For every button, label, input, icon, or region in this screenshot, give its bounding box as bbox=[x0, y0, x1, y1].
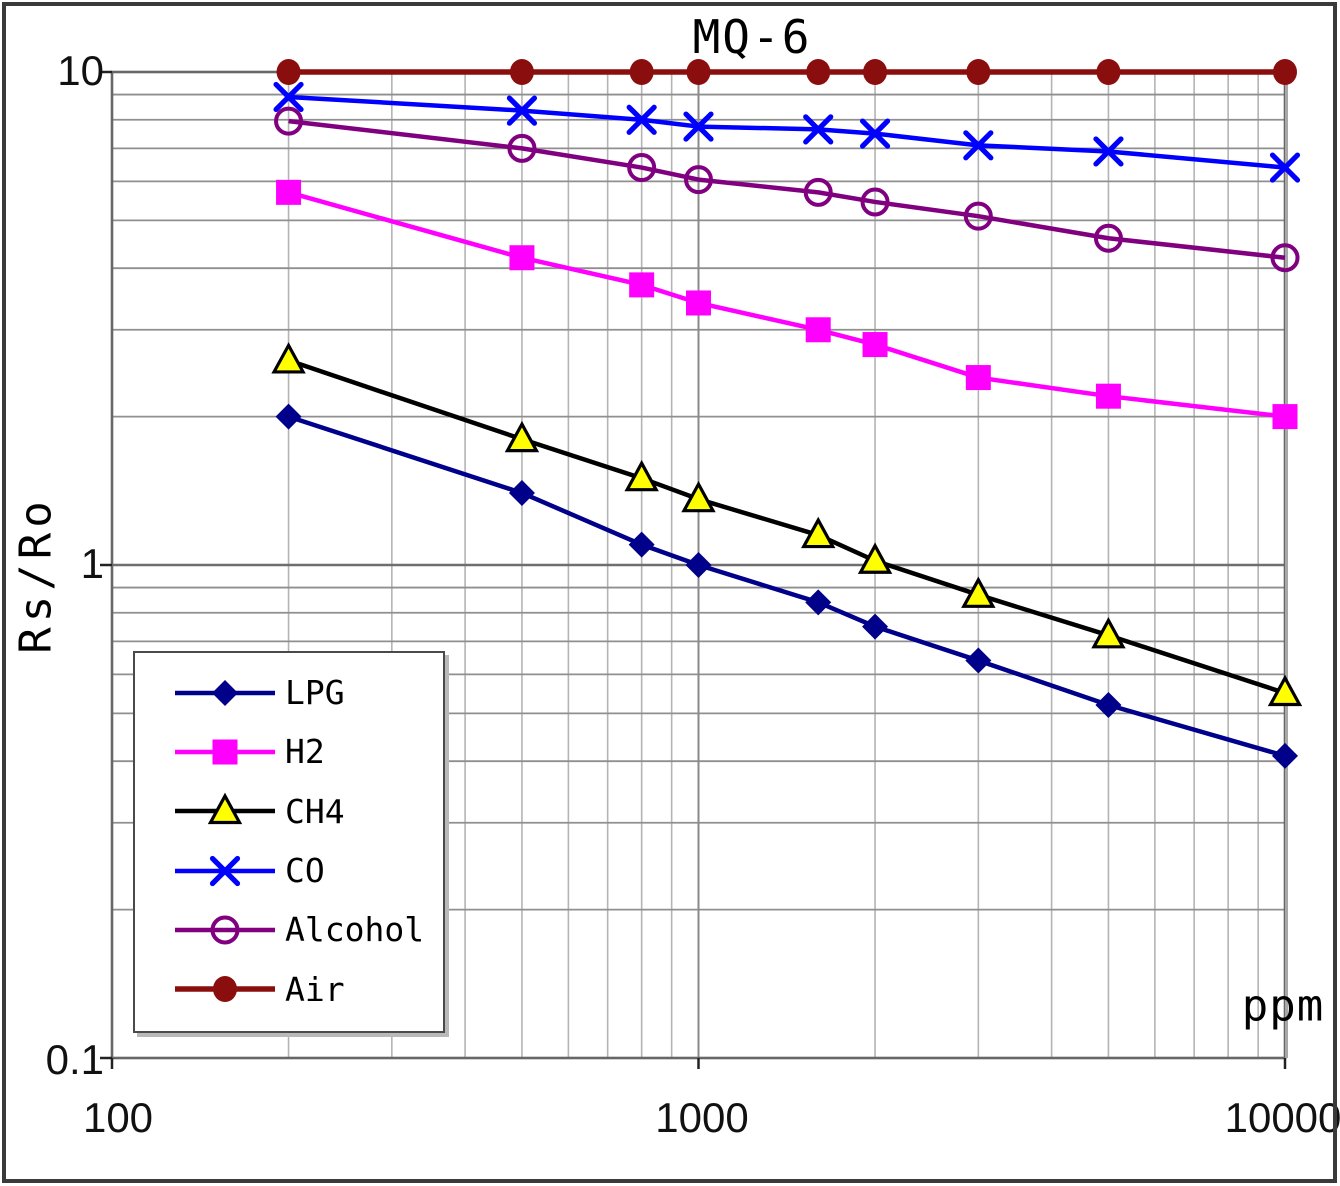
axis-ticks bbox=[100, 70, 1287, 1069]
legend-marker-square-icon bbox=[175, 739, 275, 765]
legend-label-H2: H2 bbox=[285, 732, 325, 772]
chart-title: MQ-6 bbox=[692, 10, 812, 64]
series-CH4 bbox=[271, 342, 1303, 707]
legend-marker-triangle-icon bbox=[175, 792, 275, 825]
x-tick-label-100: 100 bbox=[82, 1094, 154, 1141]
series-CO bbox=[273, 81, 1301, 183]
legend-marker-x-icon bbox=[175, 855, 275, 886]
y-axis-label: Rs/Ro bbox=[10, 496, 62, 654]
legend-item-H2: H2 bbox=[135, 732, 443, 772]
legend-item-Alcohol: Alcohol bbox=[135, 910, 443, 950]
legend-label-LPG: LPG bbox=[285, 673, 345, 713]
x-tick-label-10000: 10000 bbox=[1224, 1094, 1340, 1141]
legend-item-CO: CO bbox=[135, 851, 443, 891]
y-tick-label-10: 10 bbox=[57, 47, 104, 95]
legend-label-CH4: CH4 bbox=[285, 791, 345, 831]
legend-label-Alcohol: Alcohol bbox=[285, 910, 425, 950]
legend-label-CO: CO bbox=[285, 851, 325, 891]
legend-marker-circle-filled-icon bbox=[175, 976, 275, 1003]
x-axis-unit-label: ppm bbox=[1241, 980, 1325, 1032]
y-tick-label-0p1: 0.1 bbox=[45, 1036, 104, 1084]
legend-item-LPG: LPG bbox=[135, 673, 443, 713]
series-H2 bbox=[276, 179, 1298, 430]
y-tick-label-1: 1 bbox=[80, 540, 104, 588]
legend-marker-diamond-icon bbox=[175, 679, 275, 706]
series-LPG bbox=[275, 403, 1298, 769]
legend-item-Air: Air bbox=[135, 969, 443, 1009]
legend: LPG H2 CH4 CO Alcohol Air bbox=[133, 651, 445, 1033]
series-Air bbox=[276, 59, 1297, 85]
legend-marker-circle-open-icon bbox=[175, 915, 275, 945]
legend-item-CH4: CH4 bbox=[135, 791, 443, 831]
x-tick-label-1000: 1000 bbox=[655, 1094, 749, 1141]
series-Alcohol bbox=[274, 106, 1300, 273]
legend-label-Air: Air bbox=[285, 969, 345, 1009]
